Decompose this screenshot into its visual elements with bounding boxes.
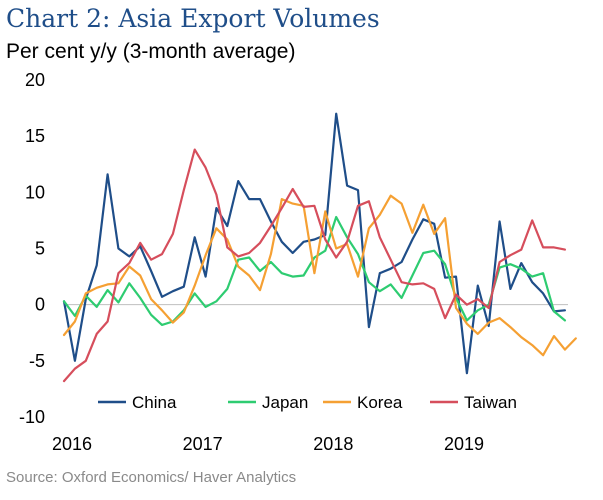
legend-label-japan: Japan	[262, 393, 308, 412]
x-tick-label: 2018	[313, 434, 353, 454]
chart-title: Chart 2: Asia Export Volumes	[6, 4, 380, 33]
y-tick-label: -10	[19, 407, 45, 427]
y-tick-label: 10	[25, 182, 45, 202]
x-axis-ticks: 2016 2017 2018 2019	[52, 434, 484, 454]
source-note: Source: Oxford Economics/ Haver Analytic…	[6, 469, 297, 486]
x-tick-label: 2016	[52, 434, 92, 454]
legend-label-korea: Korea	[357, 393, 403, 412]
series-line-china	[62, 112, 567, 375]
x-tick-label: 2019	[444, 434, 484, 454]
legend-label-taiwan: Taiwan	[464, 393, 517, 412]
y-tick-label: -5	[29, 351, 45, 371]
series-line-taiwan	[62, 148, 567, 383]
chart-subtitle: Per cent y/y (3-month average)	[6, 40, 296, 63]
y-axis-ticks: -10 -5 0 5 10 15 20	[19, 70, 45, 427]
x-tick-label: 2017	[183, 434, 223, 454]
legend-label-china: China	[132, 393, 177, 412]
series-line-korea	[62, 194, 577, 357]
y-tick-label: 15	[25, 126, 45, 146]
y-tick-label: 5	[35, 239, 45, 259]
legend: China Japan Korea Taiwan	[98, 393, 517, 412]
y-tick-label: 20	[25, 70, 45, 90]
series-line-japan	[62, 215, 567, 326]
y-tick-label: 0	[35, 295, 45, 315]
series-lines	[62, 112, 577, 383]
